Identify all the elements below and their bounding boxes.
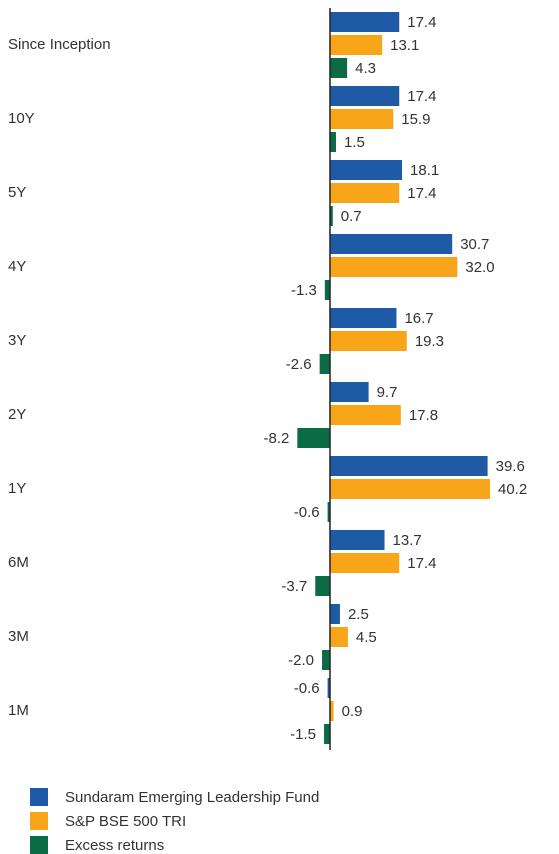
category-label: 1M bbox=[8, 702, 29, 719]
legend-swatch bbox=[30, 788, 48, 806]
category-label: 4Y bbox=[8, 258, 26, 275]
bar bbox=[330, 183, 400, 203]
value-label: 30.7 bbox=[460, 236, 489, 253]
category-label: 2Y bbox=[8, 406, 26, 423]
value-label: 17.4 bbox=[407, 555, 436, 572]
bar bbox=[330, 456, 488, 476]
value-label: 0.9 bbox=[342, 703, 363, 720]
bar bbox=[330, 86, 400, 106]
legend-label: Sundaram Emerging Leadership Fund bbox=[65, 789, 319, 806]
value-label: -0.6 bbox=[294, 680, 320, 697]
value-label: 9.7 bbox=[377, 384, 398, 401]
value-label: -2.6 bbox=[286, 356, 312, 373]
value-label: 32.0 bbox=[465, 259, 494, 276]
bar bbox=[330, 58, 348, 78]
value-label: -8.2 bbox=[264, 430, 290, 447]
bar bbox=[330, 109, 394, 129]
value-label: -3.7 bbox=[281, 578, 307, 595]
category-label: 6M bbox=[8, 554, 29, 571]
value-label: 17.8 bbox=[409, 407, 438, 424]
bar bbox=[327, 502, 330, 522]
category-label: 5Y bbox=[8, 184, 26, 201]
category-label: 10Y bbox=[8, 110, 35, 127]
bar bbox=[330, 405, 401, 425]
value-label: 17.4 bbox=[407, 185, 436, 202]
bar bbox=[330, 331, 407, 351]
category-label: 3M bbox=[8, 628, 29, 645]
bar bbox=[330, 160, 403, 180]
bar bbox=[330, 382, 369, 402]
bar bbox=[322, 650, 330, 670]
category-label: Since Inception bbox=[8, 36, 111, 53]
value-label: 4.5 bbox=[356, 629, 377, 646]
value-label: 17.4 bbox=[407, 88, 436, 105]
value-label: 15.9 bbox=[401, 111, 430, 128]
category-label: 3Y bbox=[8, 332, 26, 349]
bar bbox=[330, 132, 336, 152]
value-label: 13.1 bbox=[390, 37, 419, 54]
value-label: 4.3 bbox=[355, 60, 376, 77]
bar bbox=[319, 354, 330, 374]
legend-swatch bbox=[30, 836, 48, 854]
bar bbox=[330, 234, 453, 254]
bar bbox=[330, 12, 400, 32]
value-label: -1.3 bbox=[291, 282, 317, 299]
bar bbox=[330, 257, 458, 277]
bar bbox=[330, 35, 383, 55]
bar bbox=[327, 678, 330, 698]
value-label: 2.5 bbox=[348, 606, 369, 623]
value-label: -0.6 bbox=[294, 504, 320, 521]
value-label: 18.1 bbox=[410, 162, 439, 179]
value-label: 17.4 bbox=[407, 14, 436, 31]
value-label: 13.7 bbox=[393, 532, 422, 549]
bar bbox=[330, 604, 340, 624]
legend-label: S&P BSE 500 TRI bbox=[65, 813, 186, 830]
value-label: -1.5 bbox=[290, 726, 316, 743]
bar bbox=[330, 308, 397, 328]
bar bbox=[330, 553, 400, 573]
value-label: 1.5 bbox=[344, 134, 365, 151]
legend-label: Excess returns bbox=[65, 837, 164, 854]
bar bbox=[330, 701, 334, 721]
bar bbox=[324, 724, 330, 744]
bar bbox=[315, 576, 330, 596]
value-label: 16.7 bbox=[404, 310, 433, 327]
value-label: 19.3 bbox=[415, 333, 444, 350]
bar bbox=[297, 428, 330, 448]
value-label: 39.6 bbox=[496, 458, 525, 475]
bar bbox=[330, 206, 333, 226]
bar bbox=[330, 627, 348, 647]
value-label: 40.2 bbox=[498, 481, 527, 498]
category-label: 1Y bbox=[8, 480, 26, 497]
bar bbox=[324, 280, 330, 300]
bar bbox=[330, 530, 385, 550]
value-label: -2.0 bbox=[288, 652, 314, 669]
bar bbox=[330, 479, 490, 499]
value-label: 0.7 bbox=[341, 208, 362, 225]
legend-swatch bbox=[30, 812, 48, 830]
